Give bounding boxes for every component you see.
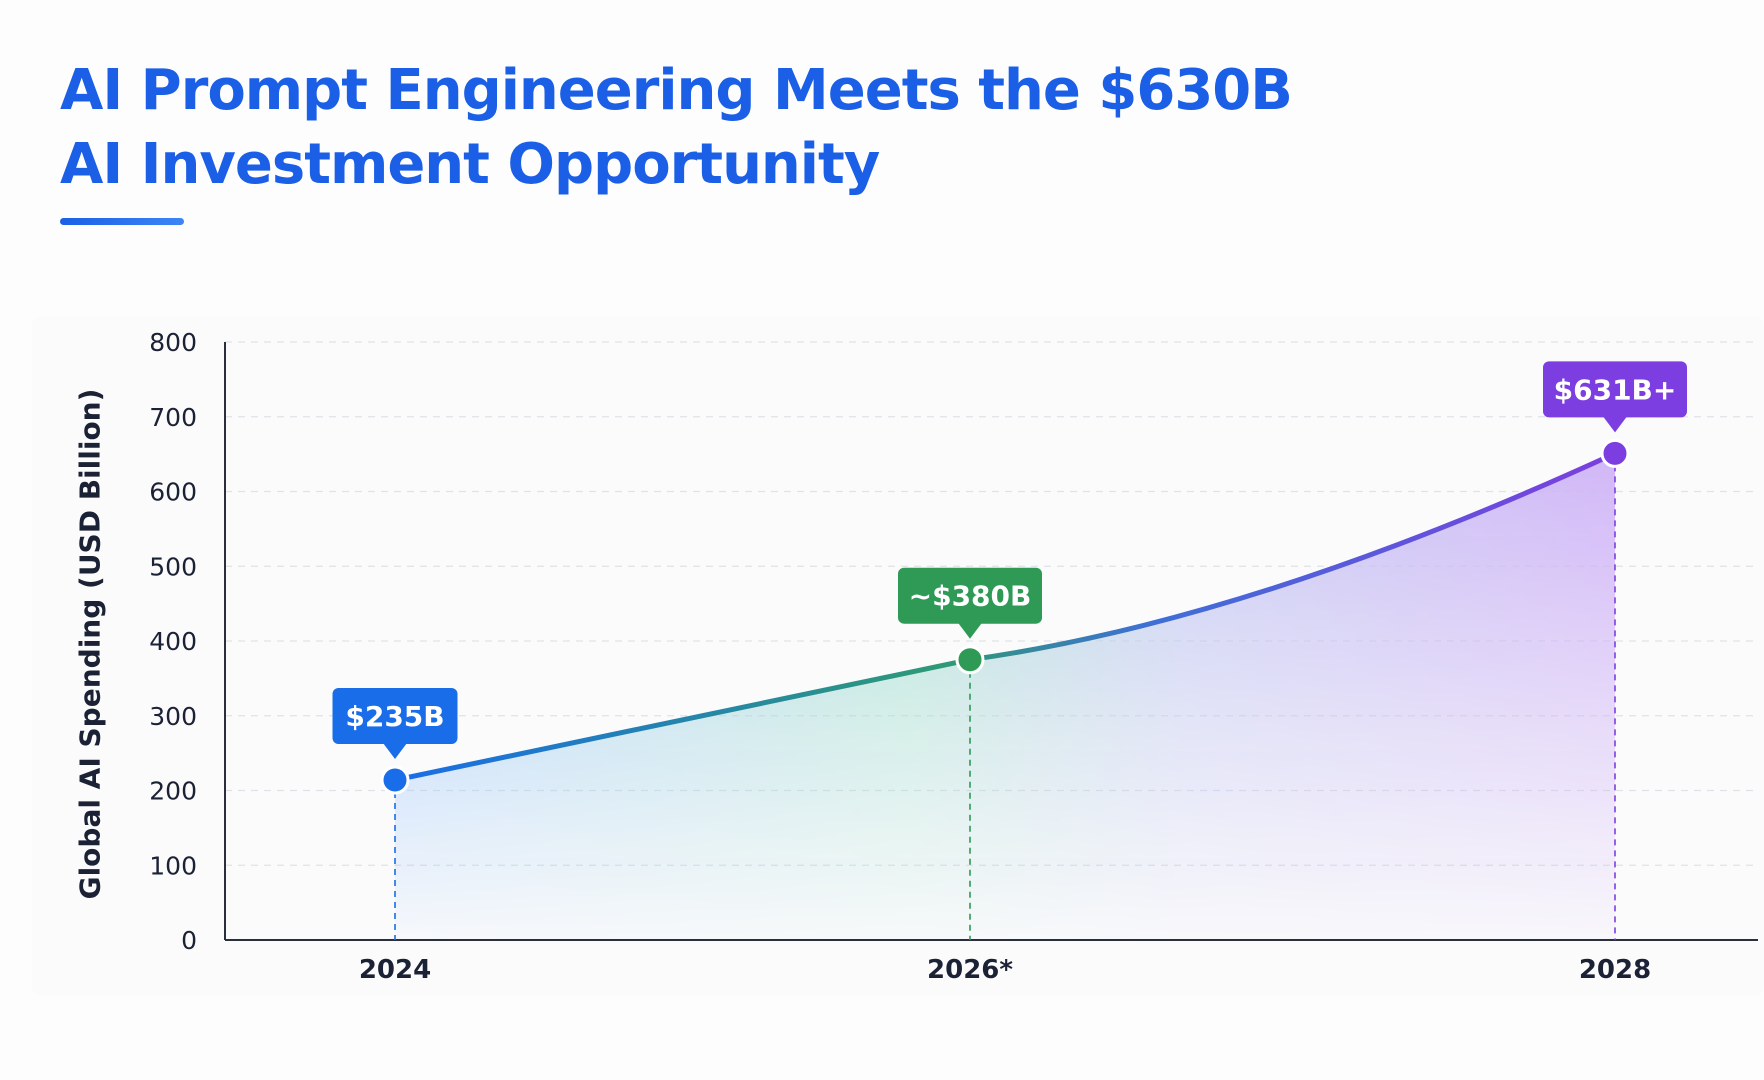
callout-box-0 [332,688,458,745]
y-tick-label-0: 0 [181,926,197,955]
callout-0: $235B [332,688,458,760]
y-tick-label-600: 600 [149,478,197,507]
area-fill [395,453,1615,940]
y-tick-label-400: 400 [149,627,197,656]
callout-2: $631B+ [1543,361,1687,433]
data-label-0: $235B [345,700,444,733]
data-label-1: ~$380B [909,580,1032,613]
callout-box-1 [898,567,1042,624]
data-point-0 [380,765,410,795]
y-tick-label-200: 200 [149,777,197,806]
callout-box-2 [1543,361,1687,418]
series-line-layer [392,450,1618,783]
area-fill-layer [395,453,1615,940]
x-tick-label-0: 2024 [359,955,431,985]
data-label-2: $631B+ [1554,373,1677,406]
data-callouts: $235B ~$380B $631B+ [332,361,1687,760]
callout-pointer-1 [958,622,982,639]
data-point-2 [1600,438,1630,468]
series-line [392,450,1618,783]
y-tick-label-800: 800 [149,328,197,357]
axes: 0 100 200 300 400 500 600 700 800 2024 2026* 2028 [149,328,1758,985]
x-tick-label-1: 2026* [927,955,1013,985]
y-tick-label-300: 300 [149,702,197,731]
callout-pointer-2 [1603,416,1627,433]
callout-pointer-0 [383,743,407,760]
y-tick-label-500: 500 [149,552,197,581]
page-title: AI Prompt Engineering Meets the $630B AI… [60,54,1293,202]
data-point-1 [955,645,985,675]
title-line-2: AI Investment Opportunity [60,132,880,197]
title-line-1: AI Prompt Engineering Meets the $630B [60,58,1293,123]
x-tick-label-2: 2028 [1579,955,1651,985]
y-tick-label-100: 100 [149,851,197,880]
y-tick-label-700: 700 [149,403,197,432]
callout-1: ~$380B [898,567,1042,639]
data-points [380,438,1630,940]
title-underline [60,218,184,225]
